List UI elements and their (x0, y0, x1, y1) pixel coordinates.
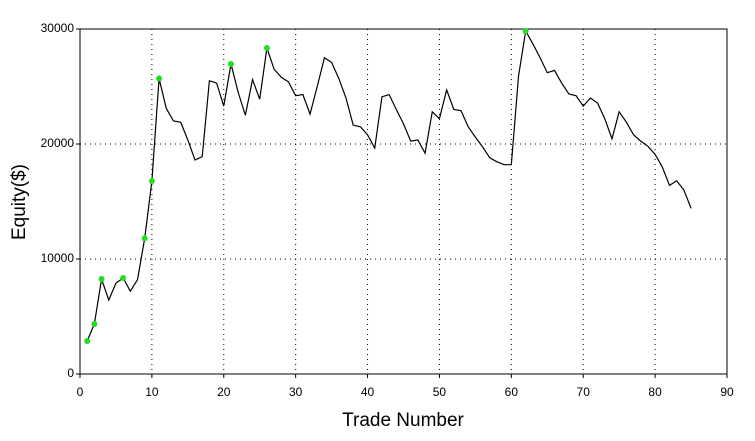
y-tick-label: 0 (67, 366, 74, 380)
x-tick-label: 20 (217, 385, 231, 399)
new-high-marker (263, 44, 270, 51)
new-high-marker (148, 178, 155, 185)
new-high-marker (156, 75, 163, 82)
new-high-marker (227, 60, 234, 67)
y-tick-label: 20000 (41, 136, 75, 150)
x-tick-label: 0 (77, 385, 84, 399)
x-axis-label: Trade Number (342, 410, 464, 431)
plot-area (80, 29, 727, 374)
x-tick-label: 30 (289, 385, 303, 399)
plot-border (79, 28, 728, 375)
x-tick-label: 70 (577, 385, 591, 399)
equity-line (86, 29, 692, 342)
y-axis-label: Equity($) (9, 164, 30, 240)
x-tick-label: 40 (361, 385, 375, 399)
x-tick-label: 50 (433, 385, 447, 399)
y-tick-label: 30000 (41, 21, 75, 35)
x-tick-label: 80 (648, 385, 662, 399)
x-tick-label: 10 (145, 385, 159, 399)
x-tick-label: 60 (505, 385, 519, 399)
new-high-marker (84, 337, 91, 344)
new-high-marker (120, 274, 127, 281)
x-tick-label: 90 (720, 385, 734, 399)
new-high-marker (91, 320, 98, 327)
new-high-marker (522, 27, 529, 34)
new-high-marker (98, 276, 105, 283)
new-high-marker (141, 235, 148, 242)
y-tick-label: 10000 (41, 251, 75, 265)
